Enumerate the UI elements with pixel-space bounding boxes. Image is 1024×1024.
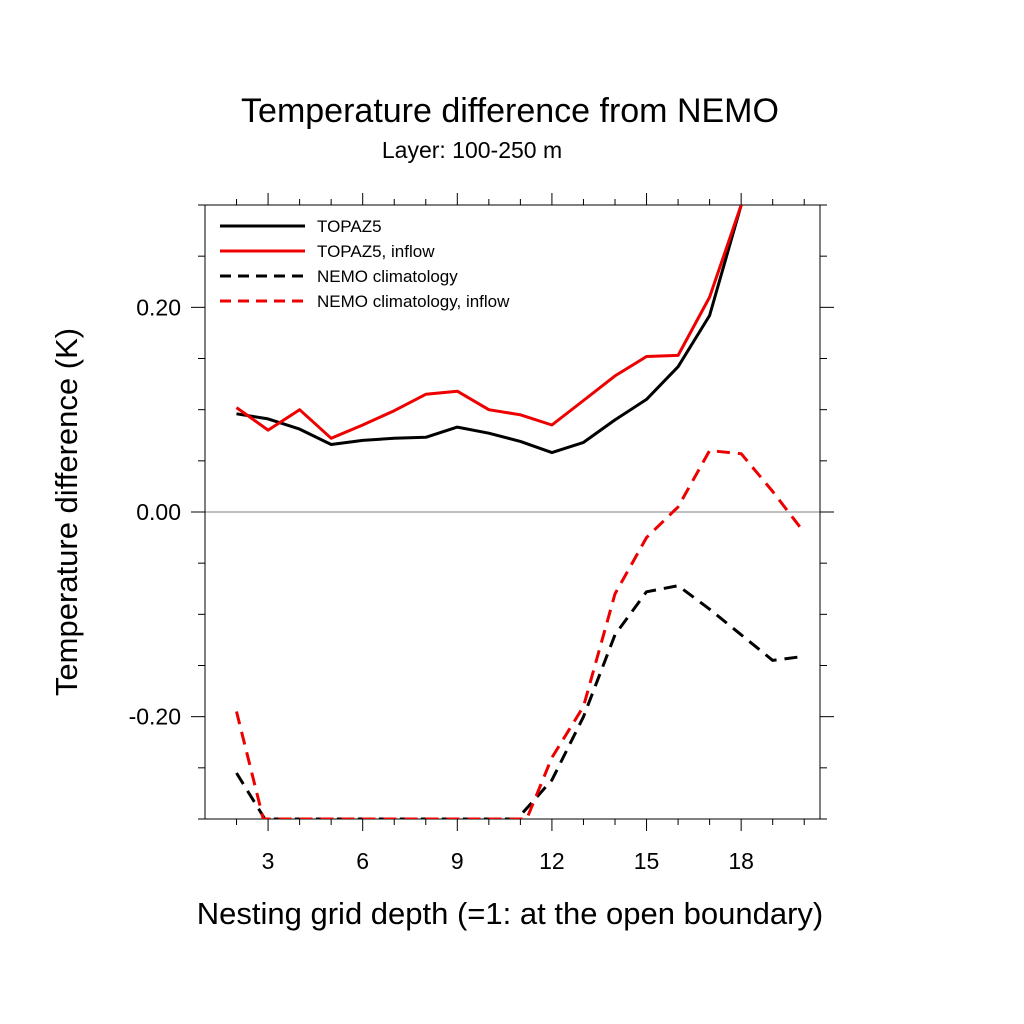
- x-tick-label: 9: [451, 848, 464, 874]
- x-tick-label: 18: [728, 848, 754, 874]
- plot-area: 3 6 9 12 15 18 -0.20 0.00 0.20 TOPAZ5 TOPAZ5, infl…: [129, 193, 834, 874]
- y-tick-label: 0.20: [136, 294, 181, 320]
- series-line-nemo-climatology: [235, 584, 805, 819]
- x-tick-label: 15: [634, 848, 660, 874]
- legend-label: TOPAZ5, inflow: [317, 242, 435, 261]
- y-axis-label: Temperature difference (K): [49, 328, 84, 696]
- x-tick-label: 12: [539, 848, 565, 874]
- legend-label: NEMO climatology: [317, 267, 458, 286]
- x-tick-label: 3: [262, 848, 275, 874]
- x-tick-label: 6: [356, 848, 369, 874]
- x-axis-label: Nesting grid depth (=1: at the open boun…: [197, 896, 823, 931]
- legend-label: NEMO climatology, inflow: [317, 292, 510, 311]
- y-tick-label: -0.20: [129, 704, 181, 730]
- series-group: [235, 205, 806, 819]
- y-tick-label: 0.00: [136, 499, 181, 525]
- series-line-topaz5-inflow: [235, 205, 743, 440]
- legend-label: TOPAZ5: [317, 217, 382, 236]
- chart-title: Temperature difference from NEMO: [241, 92, 779, 130]
- series-line-topaz5: [236, 205, 743, 455]
- chart-subtitle: Layer: 100-250 m: [382, 137, 562, 163]
- series-line-nemo-climatology-inflow: [235, 449, 806, 819]
